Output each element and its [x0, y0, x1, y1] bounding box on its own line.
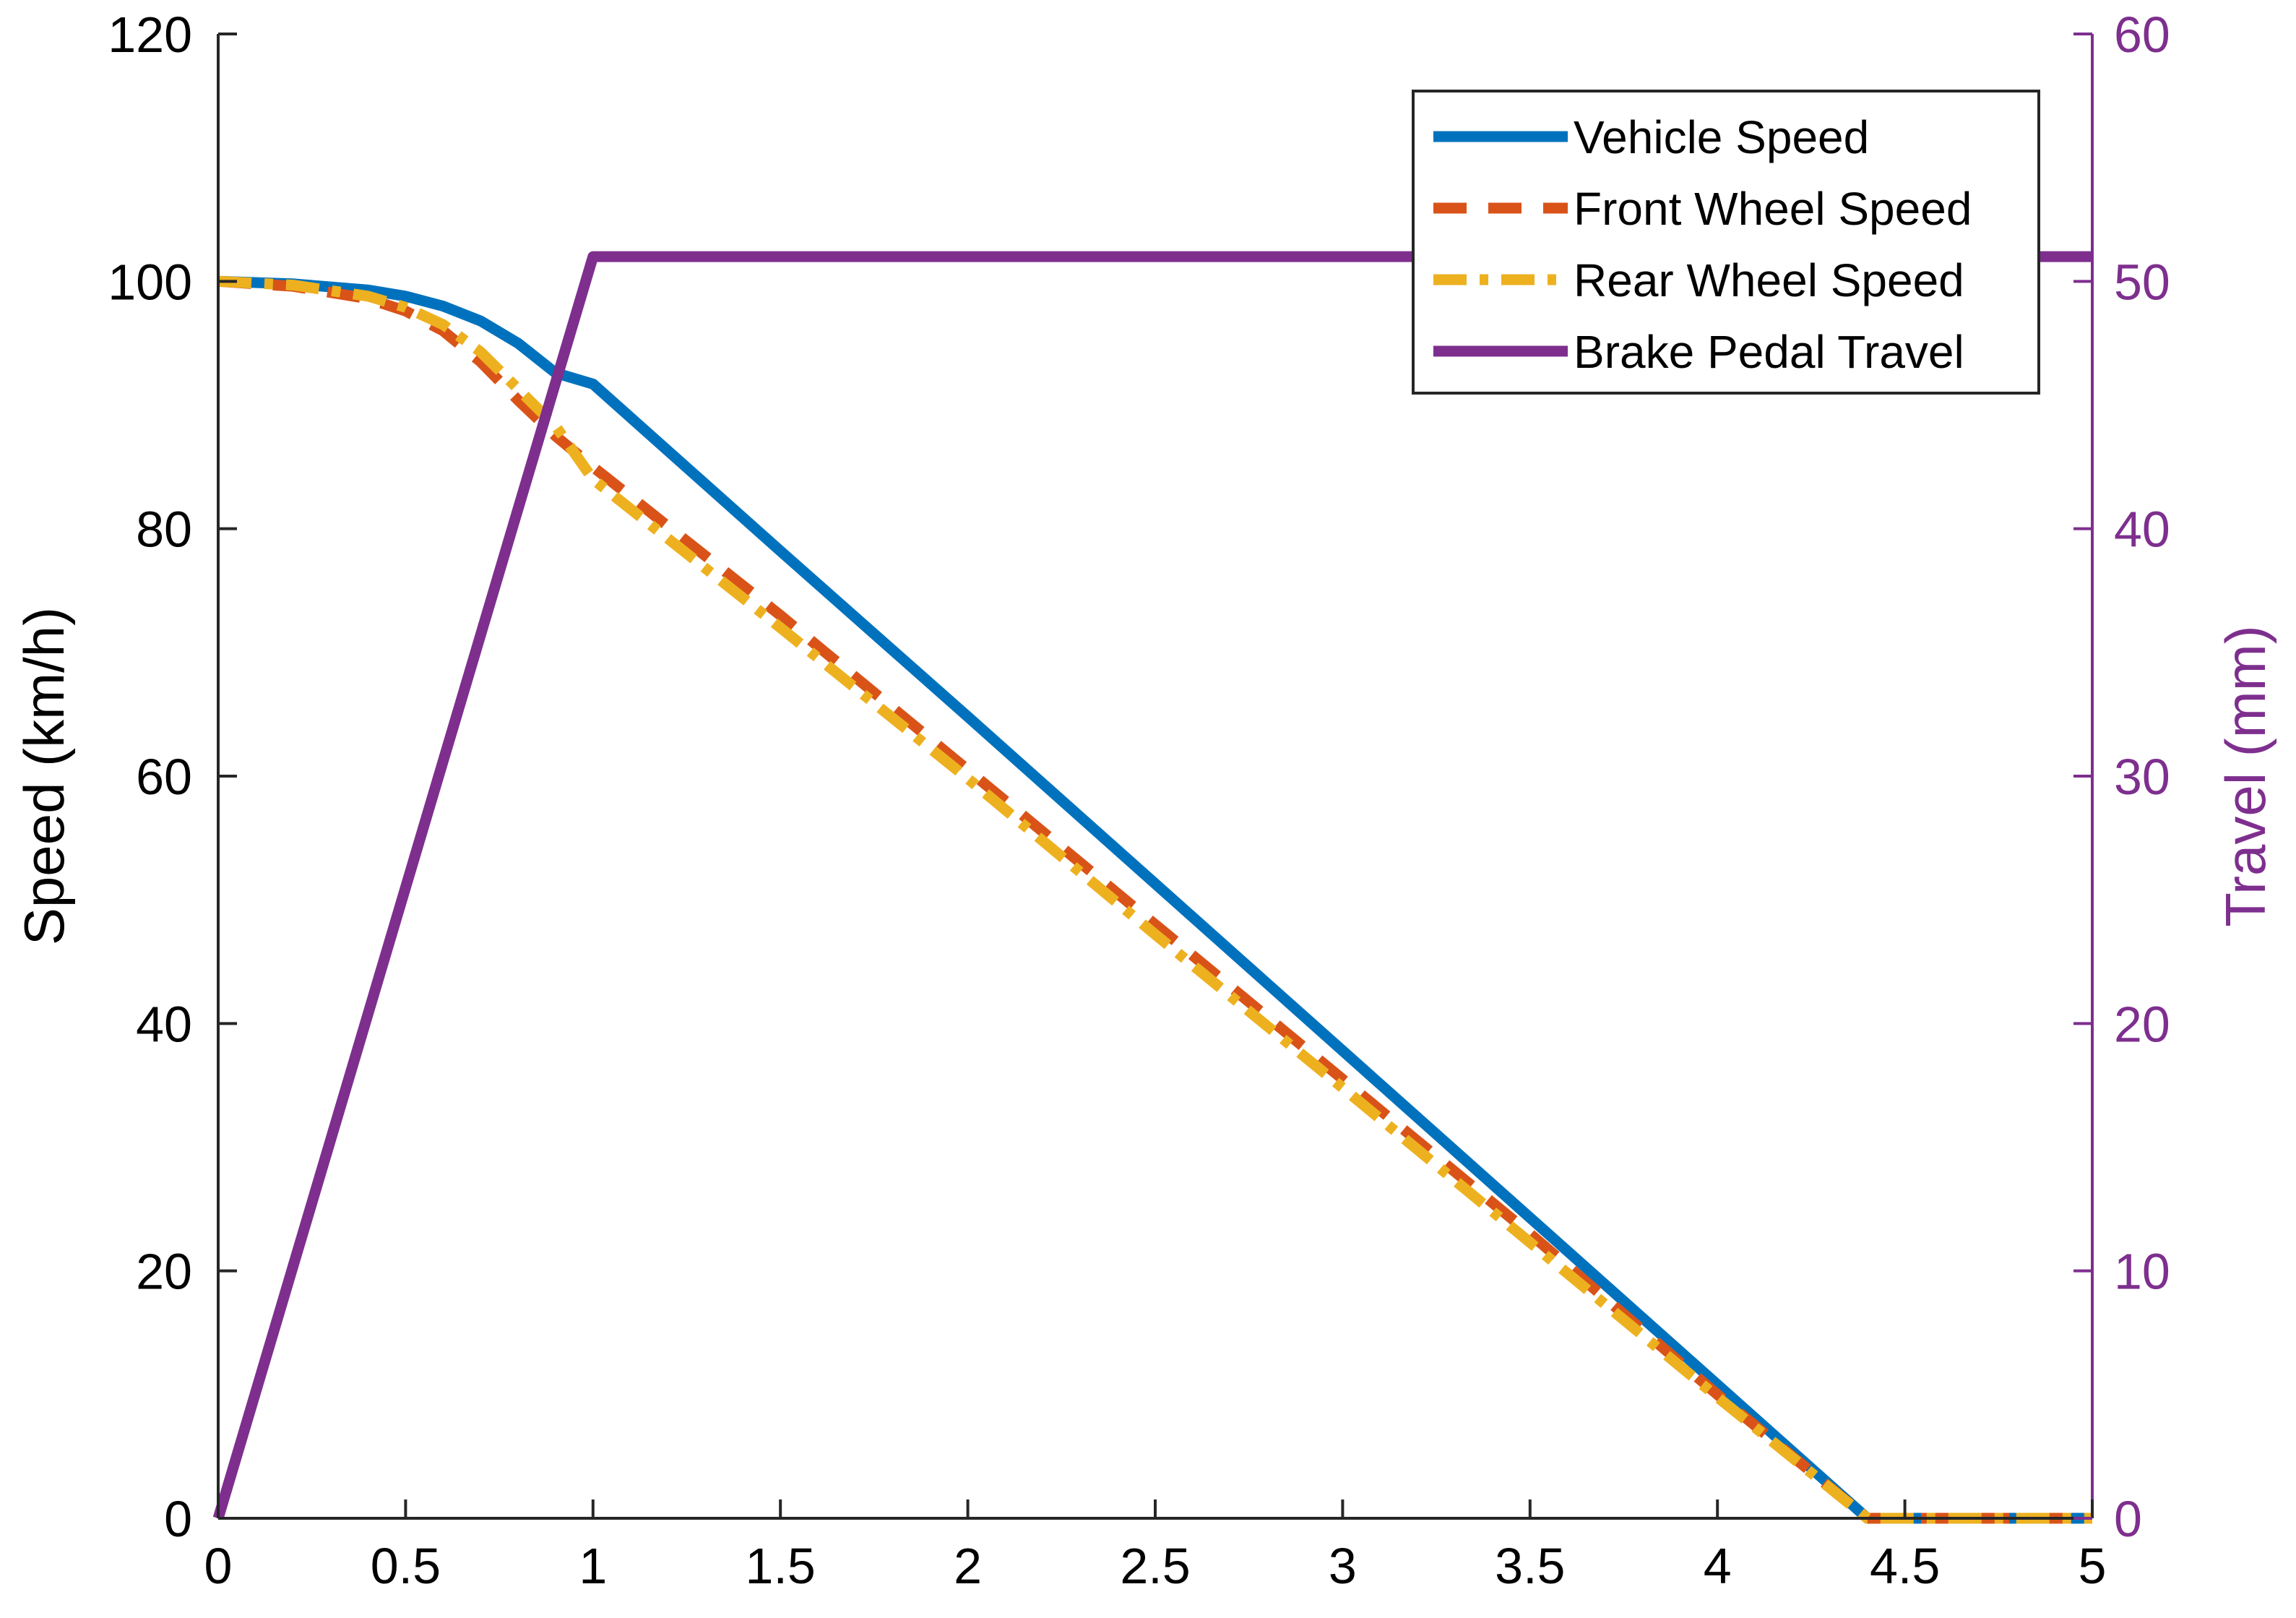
legend-label: Rear Wheel Speed	[1574, 254, 1964, 306]
x-tick-label: 3	[1329, 1538, 1357, 1594]
legend-label: Front Wheel Speed	[1574, 183, 1972, 235]
x-tick-label: 0	[204, 1538, 233, 1594]
y-tick-label: 60	[136, 749, 192, 805]
y2-tick-label: 30	[2114, 749, 2170, 805]
x-tick-label: 3.5	[1495, 1538, 1565, 1594]
y-tick-label: 80	[136, 502, 192, 558]
legend-label: Vehicle Speed	[1574, 111, 1869, 163]
y2-tick-label: 40	[2114, 502, 2170, 558]
plot-area	[212, 251, 2092, 1524]
x-tick-label: 1.5	[746, 1538, 816, 1594]
y-tick-label: 100	[108, 254, 192, 310]
y2-tick-label: 20	[2114, 996, 2170, 1052]
y-tick-label: 0	[164, 1491, 192, 1547]
legend-label: Brake Pedal Travel	[1574, 326, 1964, 378]
y-axis-title: Speed (km/h)	[12, 607, 76, 945]
series-line-rear-wheel-speed	[217, 275, 2092, 1524]
y2-tick-label: 0	[2114, 1491, 2142, 1547]
x-tick-label: 1	[579, 1538, 607, 1594]
y-tick-label: 20	[136, 1244, 192, 1300]
y2-tick-label: 10	[2114, 1244, 2170, 1300]
x-tick-label: 5	[2079, 1538, 2107, 1594]
legend: Vehicle Speed Front Wheel Speed Rear Wheel…	[1412, 90, 2040, 395]
y2-tick-label: 60	[2114, 7, 2170, 63]
x-tick-label: 0.5	[371, 1538, 441, 1594]
axes: 0 0.5 1 1.5 2 2.5 3 3.5 4 4.5 50204060801001200102…	[12, 7, 2277, 1594]
x-tick-label: 2.5	[1120, 1538, 1190, 1594]
y-tick-label: 120	[108, 7, 192, 63]
x-tick-label: 4	[1704, 1538, 1732, 1594]
x-tick-label: 4.5	[1870, 1538, 1940, 1594]
y2-tick-label: 50	[2114, 254, 2170, 310]
y2-axis-title: Travel (mm)	[2214, 625, 2277, 926]
series-line-vehicle-speed	[217, 275, 2092, 1524]
series-line-front-wheel-speed	[217, 275, 2092, 1524]
y-tick-label: 40	[136, 996, 192, 1052]
x-tick-label: 2	[954, 1538, 982, 1594]
